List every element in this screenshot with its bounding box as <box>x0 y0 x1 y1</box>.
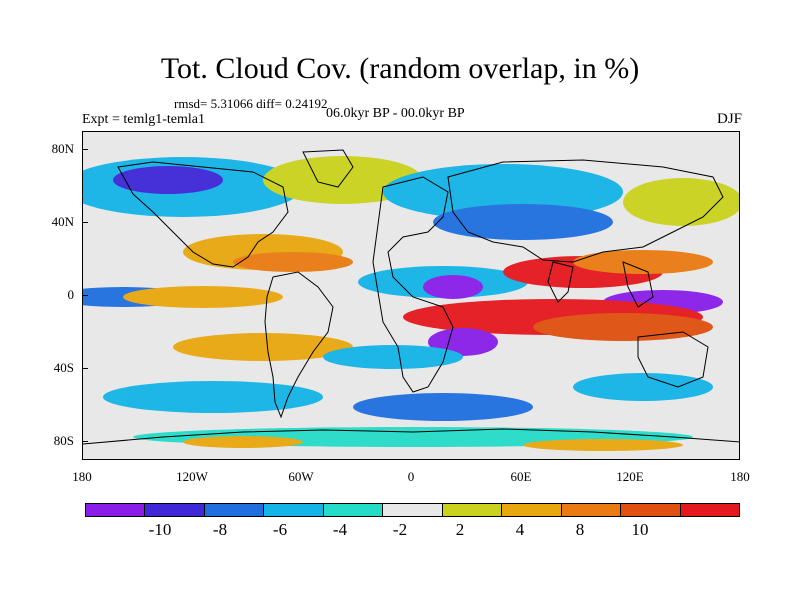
legend-label-neg8: -8 <box>212 520 228 539</box>
y-label-40s: 40S <box>53 360 74 375</box>
colorbar-swatch-5 <box>383 504 443 516</box>
y-tick-80s <box>82 441 88 442</box>
legend-label-neg2: -2 <box>392 520 408 539</box>
colorbar-swatch-10 <box>680 504 739 516</box>
colorbar-swatch-1 <box>145 504 205 516</box>
x-label-120w: 120W <box>176 469 208 484</box>
colorbar-swatch-4 <box>323 504 384 516</box>
x-label-120e: 120E <box>616 469 644 484</box>
y-label-80n: 80N <box>51 141 74 156</box>
legend-label-10: 10 <box>631 520 649 539</box>
y-tick-0 <box>82 295 88 296</box>
experiment-label: Expt = temlg1-temla1 <box>82 112 205 127</box>
y-label-0: 0 <box>67 287 75 302</box>
colorbar-swatch-3 <box>264 504 324 516</box>
x-label-180w: 180 <box>72 469 92 484</box>
colorbar-swatch-8 <box>561 504 622 516</box>
x-label-180e: 180 <box>730 469 750 484</box>
x-label-60e: 60E <box>510 469 532 484</box>
period-label: 06.0kyr BP - 00.0kyr BP <box>326 106 465 121</box>
y-label-80s: 80S <box>53 433 74 448</box>
colorbar-swatch-7 <box>502 504 562 516</box>
anomaly-blobs <box>83 156 739 451</box>
colorbar-swatch-0 <box>86 504 146 516</box>
map-plot <box>82 131 740 460</box>
legend-label-2: 2 <box>455 520 465 539</box>
y-label-40n: 40N <box>51 214 74 229</box>
coastlines <box>83 149 739 445</box>
y-tick-40s <box>82 368 88 369</box>
y-tick-80n <box>82 149 88 150</box>
legend-label-neg4: -4 <box>332 520 348 539</box>
season-label: DJF <box>716 111 742 127</box>
colorbar-swatch-6 <box>442 504 503 516</box>
x-label-0: 0 <box>407 469 415 484</box>
legend-label-neg6: -6 <box>272 520 288 539</box>
legend-label-4: 4 <box>515 520 525 539</box>
x-label-60w: 60W <box>288 469 314 484</box>
colorbar <box>85 503 740 517</box>
colorbar-swatch-2 <box>204 504 265 516</box>
legend-label-neg10: -10 <box>148 520 172 539</box>
y-tick-40n <box>82 222 88 223</box>
colorbar-swatch-9 <box>621 504 681 516</box>
map-field <box>83 132 739 459</box>
stats-line: rmsd= 5.31066 diff= 0.24192 <box>174 96 328 111</box>
legend-label-8: 8 <box>575 520 585 539</box>
chart-title: Tot. Cloud Cov. (random overlap, in %) <box>160 52 640 85</box>
